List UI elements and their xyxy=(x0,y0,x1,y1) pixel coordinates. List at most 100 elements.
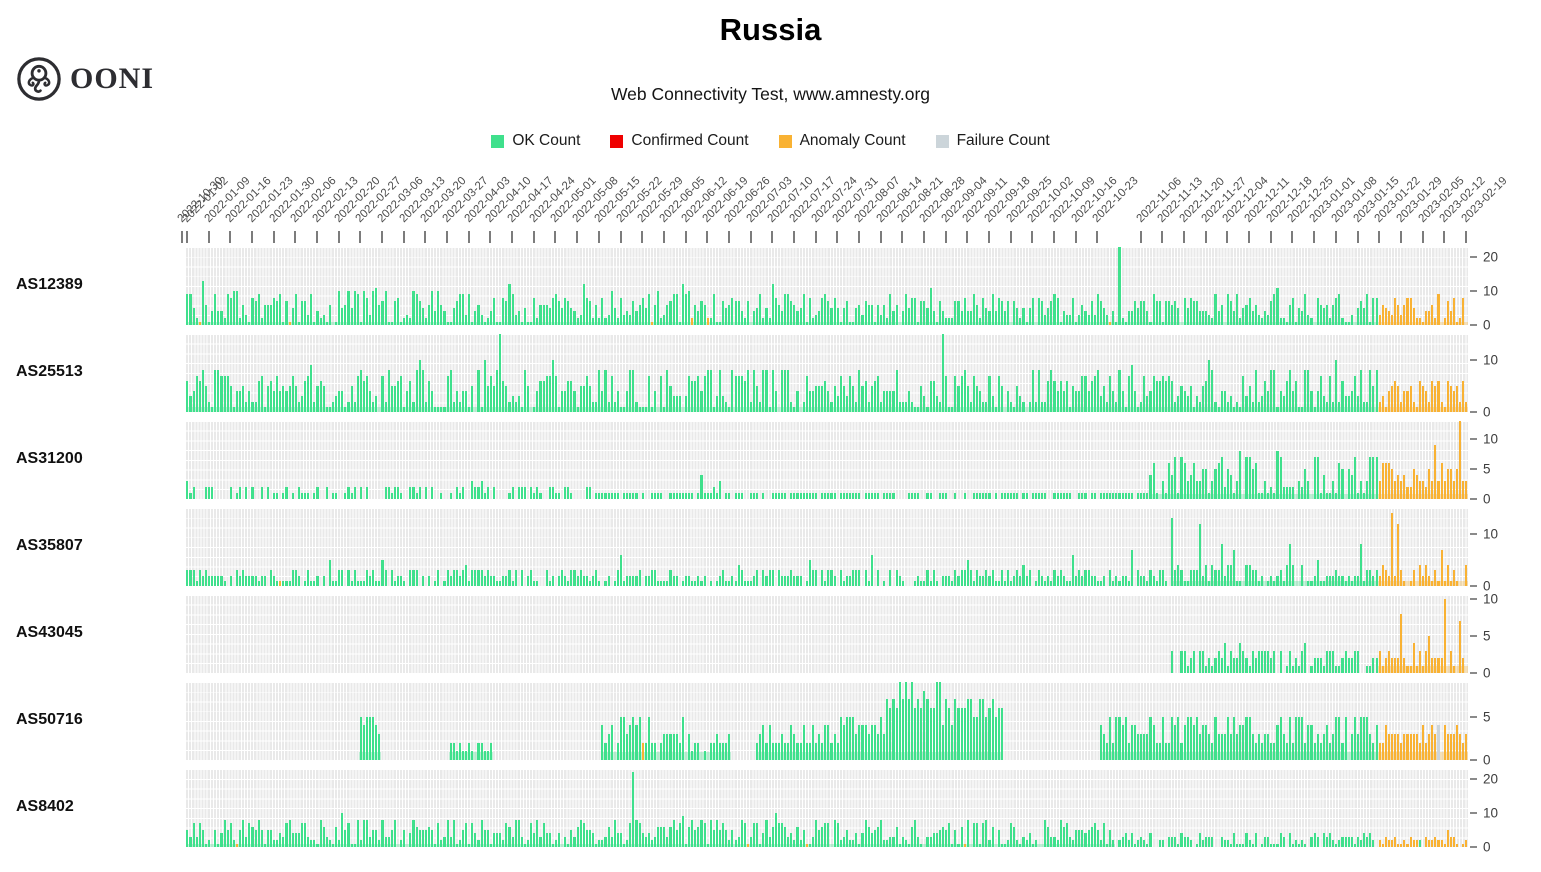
ok-count-bar[interactable] xyxy=(982,297,985,325)
ok-count-bar[interactable] xyxy=(982,823,985,847)
ok-count-bar[interactable] xyxy=(1245,716,1248,760)
ok-count-bar[interactable] xyxy=(1288,370,1291,412)
ok-count-bar[interactable] xyxy=(359,321,362,325)
ok-count-bar[interactable] xyxy=(455,487,458,499)
ok-count-bar[interactable] xyxy=(1130,833,1133,847)
ok-count-bar[interactable] xyxy=(979,843,982,847)
ok-count-bar[interactable] xyxy=(1155,493,1158,499)
ok-count-bar[interactable] xyxy=(378,304,381,325)
anomaly-count-bar[interactable] xyxy=(1409,487,1412,499)
ok-count-bar[interactable] xyxy=(576,406,579,412)
anomaly-count-bar[interactable] xyxy=(1446,380,1449,412)
ok-count-bar[interactable] xyxy=(567,380,570,412)
ok-count-bar[interactable] xyxy=(384,291,387,325)
ok-count-bar[interactable] xyxy=(845,575,849,586)
ok-count-bar[interactable] xyxy=(895,570,898,586)
ok-count-bar[interactable] xyxy=(1099,580,1102,586)
ok-count-bar[interactable] xyxy=(390,830,393,847)
ok-count-bar[interactable] xyxy=(393,386,396,412)
ok-count-bar[interactable] xyxy=(1276,725,1279,760)
ok-count-bar[interactable] xyxy=(335,321,338,325)
ok-count-bar[interactable] xyxy=(1257,734,1260,760)
ok-count-bar[interactable] xyxy=(335,396,338,412)
anomaly-count-bar[interactable] xyxy=(1443,406,1446,412)
ok-count-bar[interactable] xyxy=(1285,321,1288,325)
ok-count-bar[interactable] xyxy=(1022,836,1025,847)
ok-count-bar[interactable] xyxy=(1152,294,1155,325)
ok-count-bar[interactable] xyxy=(1335,360,1338,412)
ok-count-bar[interactable] xyxy=(1118,247,1121,325)
ok-count-bar[interactable] xyxy=(1329,833,1332,847)
ok-count-bar[interactable] xyxy=(1109,830,1112,847)
ok-count-bar[interactable] xyxy=(1189,475,1192,499)
ok-count-bar[interactable] xyxy=(1325,650,1329,673)
ok-count-bar[interactable] xyxy=(539,836,542,847)
ok-count-bar[interactable] xyxy=(1245,396,1248,412)
ok-count-bar[interactable] xyxy=(1093,493,1096,499)
ok-count-bar[interactable] xyxy=(359,370,362,412)
ok-count-bar[interactable] xyxy=(777,742,780,760)
ok-count-bar[interactable] xyxy=(1202,311,1205,325)
ok-count-bar[interactable] xyxy=(753,370,756,412)
anomaly-count-bar[interactable] xyxy=(1406,487,1409,499)
ok-count-bar[interactable] xyxy=(926,570,929,586)
ok-count-bar[interactable] xyxy=(403,830,406,847)
ok-count-bar[interactable] xyxy=(1341,575,1344,586)
anomaly-count-bar[interactable] xyxy=(1452,481,1455,499)
ok-count-bar[interactable] xyxy=(1155,580,1158,586)
ok-count-bar[interactable] xyxy=(514,819,517,847)
ok-count-bar[interactable] xyxy=(545,833,548,847)
ok-count-bar[interactable] xyxy=(1183,391,1186,412)
ok-count-bar[interactable] xyxy=(1276,843,1279,847)
ok-count-bar[interactable] xyxy=(703,493,706,499)
ok-count-bar[interactable] xyxy=(1186,308,1189,325)
ok-count-bar[interactable] xyxy=(883,734,886,760)
anomaly-count-bar[interactable] xyxy=(1459,421,1462,499)
ok-count-bar[interactable] xyxy=(1109,716,1112,760)
ok-count-bar[interactable] xyxy=(1205,469,1208,499)
ok-count-bar[interactable] xyxy=(790,401,793,412)
ok-count-bar[interactable] xyxy=(941,493,945,499)
ok-count-bar[interactable] xyxy=(449,370,452,412)
ok-count-bar[interactable] xyxy=(257,819,260,847)
ok-count-bar[interactable] xyxy=(601,493,604,499)
ok-count-bar[interactable] xyxy=(1164,580,1168,586)
ok-count-bar[interactable] xyxy=(697,826,700,847)
ok-count-bar[interactable] xyxy=(923,301,926,325)
anomaly-count-bar[interactable] xyxy=(1378,314,1381,325)
anomaly-count-bar[interactable] xyxy=(1397,734,1400,760)
ok-count-bar[interactable] xyxy=(635,401,638,412)
anomaly-count-bar[interactable] xyxy=(1409,734,1412,760)
ok-count-bar[interactable] xyxy=(1353,375,1356,412)
ok-count-bar[interactable] xyxy=(1171,836,1174,847)
ok-count-bar[interactable] xyxy=(731,370,734,412)
anomaly-count-bar[interactable] xyxy=(1394,658,1397,673)
ok-count-bar[interactable] xyxy=(489,375,492,412)
ok-count-bar[interactable] xyxy=(344,304,347,325)
anomaly-count-bar[interactable] xyxy=(1440,463,1443,499)
ok-count-bar[interactable] xyxy=(1267,314,1270,325)
ok-count-bar[interactable] xyxy=(799,742,802,760)
ok-count-bar[interactable] xyxy=(440,493,443,499)
ok-count-bar[interactable] xyxy=(827,570,830,586)
ok-count-bar[interactable] xyxy=(709,370,712,412)
ok-count-bar[interactable] xyxy=(675,734,678,760)
ok-count-bar[interactable] xyxy=(1369,734,1372,760)
ok-count-bar[interactable] xyxy=(1137,406,1140,412)
ok-count-bar[interactable] xyxy=(743,580,746,586)
ok-count-bar[interactable] xyxy=(1106,401,1109,412)
ok-count-bar[interactable] xyxy=(359,840,362,847)
ok-count-bar[interactable] xyxy=(353,570,356,586)
ok-count-bar[interactable] xyxy=(960,311,963,325)
ok-count-bar[interactable] xyxy=(889,708,892,760)
anomaly-count-bar[interactable] xyxy=(1440,840,1443,847)
ok-count-bar[interactable] xyxy=(1127,375,1130,412)
ok-count-bar[interactable] xyxy=(499,833,502,847)
ok-count-bar[interactable] xyxy=(610,725,613,760)
ok-count-bar[interactable] xyxy=(1124,321,1127,325)
ok-count-bar[interactable] xyxy=(914,819,917,847)
ok-count-bar[interactable] xyxy=(945,493,948,499)
ok-count-bar[interactable] xyxy=(988,575,991,586)
ok-count-bar[interactable] xyxy=(728,580,731,586)
ok-count-bar[interactable] xyxy=(728,304,731,325)
